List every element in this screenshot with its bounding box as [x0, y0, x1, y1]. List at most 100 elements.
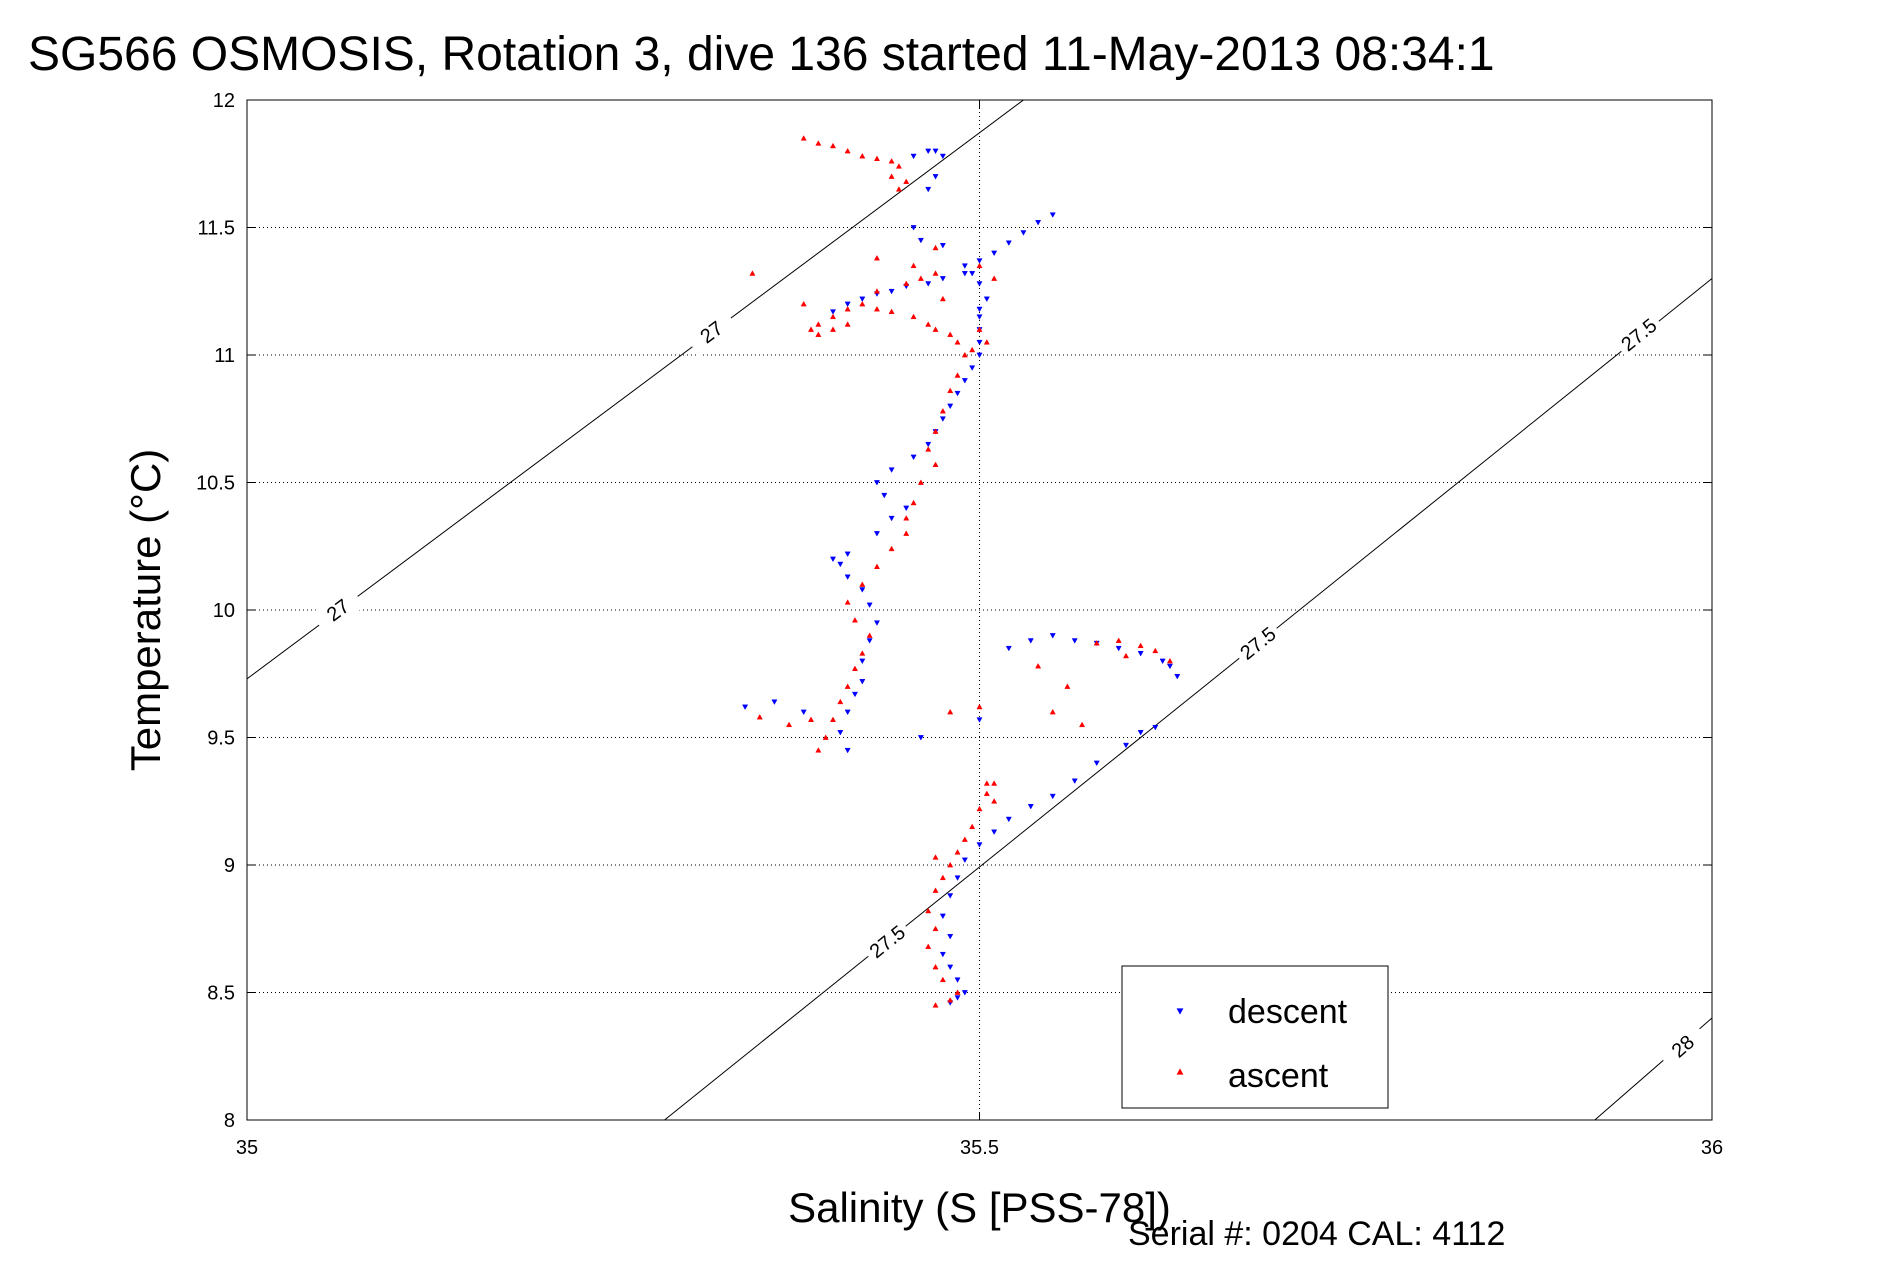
descent-point: [1152, 724, 1159, 731]
ascent-point: [873, 155, 880, 161]
y-tick-label: 8.5: [207, 983, 235, 1005]
descent-point: [844, 574, 851, 580]
contour-label-group: 27.5: [1611, 309, 1666, 360]
y-tick-label: 8: [224, 1110, 235, 1132]
descent-point: [947, 964, 954, 971]
ascent-point: [976, 262, 983, 269]
descent-point: [1049, 793, 1056, 800]
descent-point: [888, 288, 895, 295]
y-tick-label: 11.5: [198, 218, 235, 240]
descent-point: [954, 875, 961, 881]
contour-label-bg: [1611, 309, 1666, 360]
ascent-point: [844, 305, 851, 312]
ascent-point: [903, 178, 910, 184]
ascent-point: [844, 321, 851, 327]
ascent-point: [1049, 708, 1056, 715]
descent-point: [873, 480, 880, 486]
ascent-point: [786, 721, 793, 728]
contour-label-bg: [860, 916, 915, 967]
descent-point: [939, 913, 946, 920]
descent-point: [866, 602, 873, 609]
ascent-point: [954, 849, 961, 855]
descent-point: [939, 243, 946, 249]
ascent-point: [815, 321, 822, 327]
x-tick-label: 36: [1701, 1137, 1723, 1159]
ascent-point: [822, 734, 829, 740]
descent-point: [954, 995, 961, 1001]
ascent-point: [1064, 683, 1071, 689]
ascent-point: [939, 976, 946, 983]
y-tick-label: 12: [213, 90, 235, 112]
ascent-point: [932, 1002, 939, 1008]
ascent-point: [976, 805, 983, 812]
ascent-point: [947, 331, 954, 337]
descent-point: [976, 306, 983, 313]
descent-point: [859, 679, 866, 685]
contour-label-bg: [1230, 617, 1285, 669]
ascent-point: [903, 515, 910, 521]
descent-point: [925, 186, 932, 193]
descent-point: [873, 620, 880, 626]
ascent-point: [1035, 662, 1042, 669]
ascent-point: [954, 372, 961, 378]
ascent-point: [866, 632, 873, 638]
ascent-point: [800, 300, 807, 307]
ascent-point: [844, 147, 851, 154]
descent-point: [954, 977, 961, 983]
ascent-point: [859, 581, 866, 587]
descent-point: [976, 314, 983, 320]
ascent-point: [829, 313, 837, 320]
ascent-point: [851, 617, 858, 623]
ascent-point: [947, 861, 954, 868]
ascent-point: [983, 780, 990, 786]
descent-point: [1166, 663, 1173, 670]
ascent-point: [961, 351, 968, 358]
ascent-point: [939, 407, 946, 414]
ascent-point: [932, 963, 939, 970]
descent-point: [866, 638, 873, 644]
legend-descent-marker: [1176, 1008, 1184, 1015]
ascent-point: [969, 346, 976, 353]
ascent-point: [873, 254, 880, 261]
chart-title: SG566 OSMOSIS, Rotation 3, dive 136 star…: [28, 28, 1495, 81]
y-axis-label: Temperature (°C): [122, 449, 169, 772]
descent-point: [961, 857, 968, 864]
descent-point: [910, 454, 917, 461]
descent-point: [961, 271, 968, 277]
ascent-point: [903, 280, 910, 286]
ascent-point: [888, 308, 895, 314]
descent-point: [844, 551, 851, 558]
descent-point: [837, 730, 844, 736]
ascent-point: [873, 305, 880, 312]
descent-point: [961, 263, 968, 269]
ascent-point: [983, 339, 990, 345]
descent-point: [932, 148, 939, 155]
contour-label-bg: [684, 307, 739, 357]
descent-point: [925, 281, 932, 287]
descent-point: [844, 747, 851, 754]
legend-descent-label: descent: [1228, 993, 1348, 1031]
y-tick-label: 10: [213, 600, 235, 622]
descent-point: [1174, 673, 1181, 680]
descent-point: [844, 301, 851, 308]
ascent-point: [859, 300, 866, 307]
density-contour-27: [247, 100, 1024, 680]
descent-point: [925, 441, 932, 448]
descent-point: [961, 990, 968, 996]
ascent-point: [932, 461, 939, 467]
ascent-point: [844, 683, 851, 689]
ascent-point: [895, 163, 902, 169]
descent-point: [1027, 638, 1034, 644]
legend-box: [1121, 965, 1389, 1109]
axis-ticks: 35 35.5 36 8 8.5 9 9.5 10 10.5 11 11.5 12: [196, 90, 1723, 1159]
descent-point: [939, 153, 946, 160]
ascent-point: [961, 836, 968, 842]
ascent-point: [917, 275, 924, 281]
descent-point: [947, 403, 954, 410]
ascent-point: [1166, 657, 1173, 664]
y-tick-label: 9.5: [207, 728, 235, 750]
legend-ascent-label: ascent: [1228, 1057, 1329, 1095]
descent-point: [800, 709, 807, 716]
